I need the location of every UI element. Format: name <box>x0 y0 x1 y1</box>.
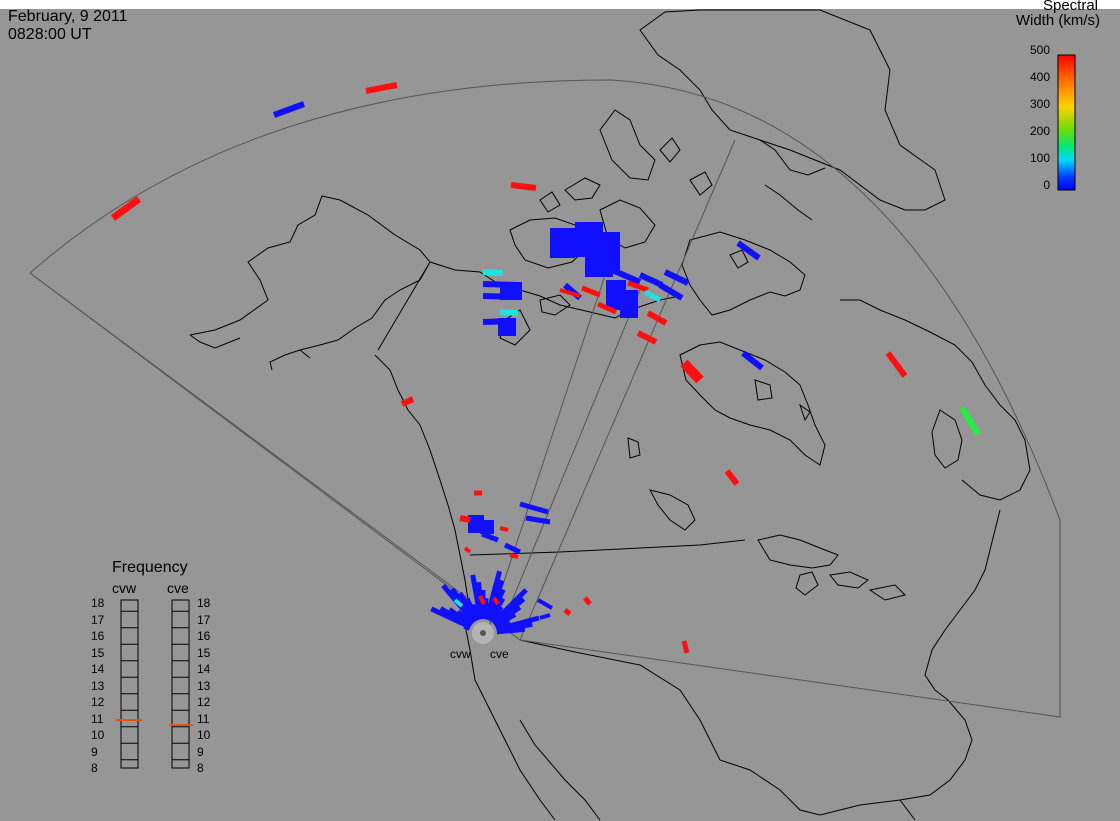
frequency-title: Frequency <box>112 559 188 576</box>
radar-site <box>472 622 494 644</box>
freq-scale-label: 15 <box>197 645 211 660</box>
freq-scale-label: 15 <box>91 645 105 660</box>
colorbar <box>1057 54 1076 191</box>
date-label: February, 9 2011 <box>8 8 128 25</box>
echo-cell <box>482 293 521 300</box>
echo-cell <box>509 553 519 559</box>
freq-scale-label: 13 <box>197 678 211 693</box>
radar-fov <box>29 79 1061 718</box>
radar-label-cvw: cvw <box>450 647 471 661</box>
echo-cell <box>627 280 649 293</box>
echo-cell <box>400 396 415 407</box>
freq-scale-label: 18 <box>91 596 105 610</box>
echo-cell <box>596 301 618 315</box>
echo-cell <box>550 228 575 258</box>
echo-cell <box>681 640 690 654</box>
echo-cell <box>499 526 509 532</box>
colorbar-tick: 200 <box>1029 124 1050 138</box>
echo-cell <box>559 288 581 298</box>
freq-scale-label: 12 <box>197 695 211 709</box>
echo-cell <box>499 309 519 316</box>
freq-gauge-cvw <box>120 599 139 769</box>
freq-scale-label: 9 <box>197 744 204 759</box>
freq-scale-label: 8 <box>91 761 98 775</box>
echo-cell <box>492 596 500 606</box>
echo-cell <box>480 520 494 534</box>
radar-label-cve: cve <box>490 647 509 661</box>
map-background <box>0 9 1120 821</box>
freq-scale-label: 16 <box>91 629 105 643</box>
echo-cell <box>581 285 601 298</box>
echo-cell <box>563 608 572 616</box>
echo-cell <box>463 546 472 554</box>
freq-scale-label: 12 <box>91 695 105 709</box>
echo-cell <box>272 101 306 118</box>
echo-cell <box>459 515 471 523</box>
radar-echoes <box>110 82 981 654</box>
echo-cell <box>638 272 664 288</box>
echo-cell <box>478 595 486 605</box>
freq-scale-label: 16 <box>197 629 211 643</box>
freq-scale-label: 11 <box>197 711 210 726</box>
echo-cell <box>646 310 668 326</box>
echo-cell <box>885 351 908 378</box>
echo-cell <box>585 255 613 277</box>
echo-cell <box>736 240 761 261</box>
echo-cell <box>510 182 537 191</box>
echo-cell <box>583 596 592 606</box>
echo-cell <box>498 318 516 336</box>
echo-cell <box>537 598 553 610</box>
borders <box>377 261 746 761</box>
echo-cell <box>658 282 684 301</box>
freq-scale-label: 11 <box>91 711 104 726</box>
colorbar-tick: 500 <box>1029 43 1050 57</box>
echo-cell <box>741 350 764 371</box>
freq-gauge-cve <box>171 599 190 769</box>
colorbar-tick: 300 <box>1029 97 1050 111</box>
echo-cell <box>482 269 504 276</box>
echo-cell <box>110 196 142 221</box>
radar-site-dot <box>480 630 486 636</box>
echo-cell <box>724 469 740 486</box>
freq-scale-label: 9 <box>91 744 98 759</box>
echo-cell <box>636 330 658 345</box>
freq-scale-label: 18 <box>197 596 211 610</box>
freq-radar-cve: cve <box>167 580 189 596</box>
echo-cell <box>481 531 499 543</box>
echo-cell <box>680 359 704 384</box>
colorbar-tick: 100 <box>1029 151 1050 165</box>
echo-cell <box>496 626 526 635</box>
colorbar-unit: Width (km/s) <box>1015 12 1100 29</box>
colorbar-tick: 400 <box>1029 70 1050 84</box>
freq-scale-label: 14 <box>91 662 105 676</box>
freq-scale-label: 14 <box>197 662 211 676</box>
freq-gauge-ticks <box>121 610 189 761</box>
time-label: 0828:00 UT <box>8 26 92 43</box>
echo-cell <box>620 290 638 318</box>
echo-cell <box>959 406 981 436</box>
echo-cell <box>539 613 551 620</box>
echo-cell <box>610 267 642 285</box>
freq-scale-label: 17 <box>197 612 211 627</box>
echo-cell <box>365 82 398 94</box>
colorbar-tick: 0 <box>1043 178 1050 192</box>
freq-radar-cvw: cvw <box>112 580 137 596</box>
freq-scale-label: 8 <box>197 761 204 775</box>
echo-cell <box>643 289 662 303</box>
freq-scale-label: 10 <box>91 728 105 742</box>
echo-cell <box>663 269 690 286</box>
freq-scale-label: 13 <box>91 678 105 693</box>
echo-cell <box>525 515 551 525</box>
colorbar-title: Spectral <box>1042 0 1098 14</box>
freq-scale-label: 17 <box>91 612 105 627</box>
freq-scale-label: 10 <box>197 728 211 742</box>
echo-cell <box>503 542 522 555</box>
echo-cell <box>453 598 464 608</box>
echo-cell <box>519 501 549 515</box>
